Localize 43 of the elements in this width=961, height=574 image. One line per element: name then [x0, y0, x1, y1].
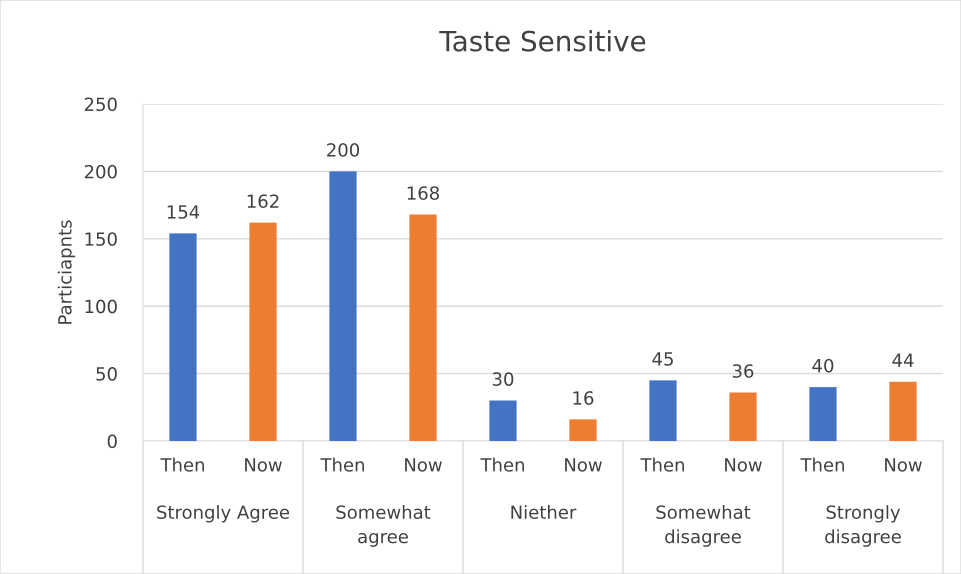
- x-tick-label: Then: [480, 458, 524, 472]
- data-label: 16: [573, 391, 594, 405]
- bar: [809, 387, 837, 441]
- bar: [569, 419, 597, 441]
- bar: [329, 171, 357, 441]
- x-tick-label: Now: [885, 458, 922, 472]
- bar: [249, 222, 277, 441]
- y-tick-label: 200: [84, 164, 117, 179]
- bar: [649, 380, 677, 441]
- y-tick-label: 150: [86, 232, 117, 246]
- data-label: 168: [408, 186, 439, 200]
- text: Strongly Agree: [157, 505, 290, 523]
- data-label: 200: [327, 143, 360, 157]
- bar: [489, 400, 517, 441]
- bar: [729, 392, 757, 441]
- text: Somewhat agree: [336, 505, 430, 547]
- y-tick-label: 250: [84, 97, 117, 112]
- data-label: 36: [732, 364, 754, 378]
- x-tick-label: Then: [640, 458, 684, 472]
- y-tick-label: 100: [86, 300, 117, 314]
- data-label: 45: [652, 352, 673, 366]
- data-label: 40: [812, 358, 834, 372]
- data-label: 154: [168, 205, 200, 219]
- x-tick-label: Now: [245, 458, 282, 472]
- bar: [889, 382, 917, 441]
- data-label: 44: [892, 354, 914, 367]
- x-tick-label: Now: [565, 458, 602, 472]
- x-tick-label: Now: [725, 458, 762, 472]
- bar: [409, 214, 437, 441]
- text: Strongly disagree: [825, 505, 901, 547]
- data-label: 162: [248, 194, 278, 208]
- x-tick-label: Now: [405, 458, 442, 472]
- text: Somewhat disagree: [656, 505, 750, 547]
- x-tick-label: Then: [160, 458, 204, 472]
- x-tick-label: Then: [320, 458, 364, 472]
- chart-title: Taste Sensitive: [439, 30, 646, 52]
- text: Niether: [511, 505, 576, 520]
- x-tick-label: Then: [800, 458, 844, 472]
- y-axis-title: Particiapnts: [58, 220, 76, 324]
- data-label: 30: [492, 372, 514, 386]
- bar: [169, 233, 197, 441]
- y-tick-label: 0: [108, 434, 117, 448]
- y-tick-label: 50: [96, 367, 117, 381]
